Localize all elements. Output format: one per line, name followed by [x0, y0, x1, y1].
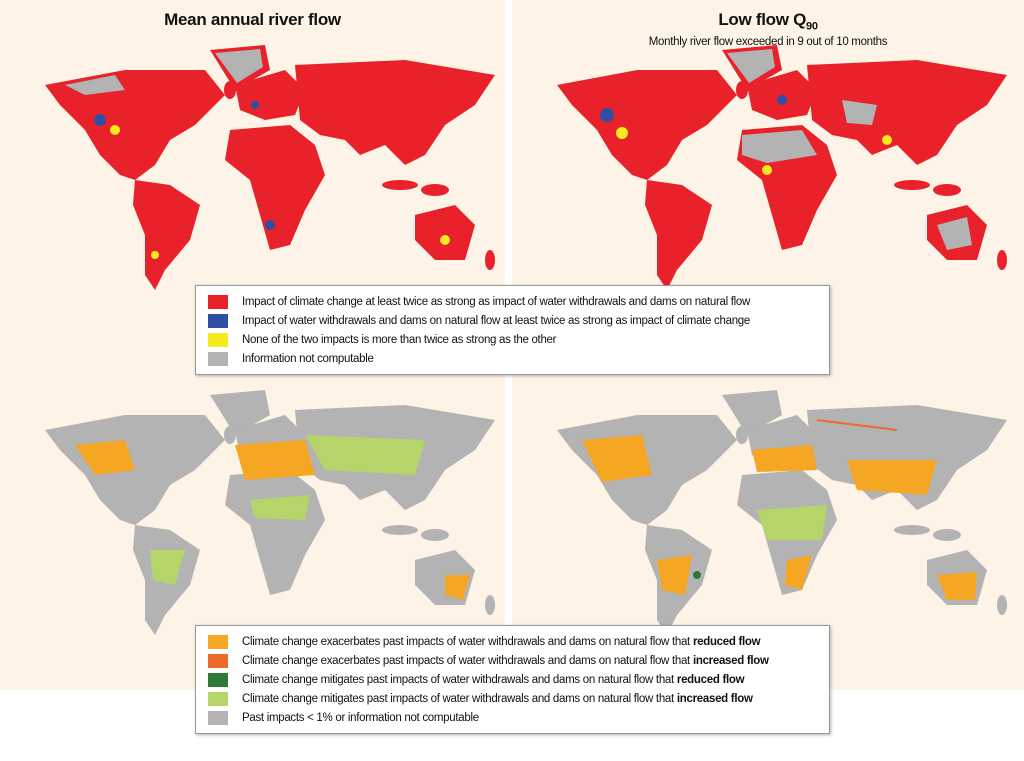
legend-item: Information not computable	[208, 349, 817, 368]
legend-item: Impact of climate change at least twice …	[208, 292, 817, 311]
legend-swatch	[208, 672, 228, 687]
map	[557, 390, 1007, 635]
panel-subtitle: Monthly river flow exceeded in 9 out of …	[648, 36, 888, 48]
legend-text: Climate change exacerbates past impacts …	[242, 635, 690, 648]
legend-swatch	[208, 313, 228, 328]
legend-swatch	[208, 294, 228, 309]
legend-swatch	[208, 332, 228, 347]
legend-bold: increased flow	[692, 654, 769, 667]
map	[557, 45, 1007, 290]
legend-swatch	[208, 634, 228, 649]
panel-title: Mean annual river flow	[164, 10, 341, 29]
legend-item: Climate change mitigates past impacts of…	[208, 670, 817, 689]
legend-bold: reduced flow	[676, 673, 745, 686]
title-subscript: 90	[806, 20, 818, 33]
legend-text: Past impacts < 1% or information not com…	[242, 711, 479, 724]
legend-text: Climate change exacerbates past impacts …	[242, 654, 690, 667]
legend-text: Information not computable	[242, 352, 374, 365]
legend-swatch	[208, 710, 228, 725]
legend-text: None of the two impacts is more than twi…	[242, 333, 557, 346]
legend-swatch	[208, 653, 228, 668]
panel-title: Low flow Q90	[512, 10, 1024, 32]
legend-bold: reduced flow	[692, 635, 761, 648]
legend-text: Climate change mitigates past impacts of…	[242, 673, 674, 686]
legend-text: Impact of water withdrawals and dams on …	[242, 314, 750, 327]
map	[45, 390, 495, 635]
legend-swatch	[208, 351, 228, 366]
legend-swatch	[208, 691, 228, 706]
legend-text: Impact of climate change at least twice …	[242, 295, 750, 308]
legend-item: Climate change exacerbates past impacts …	[208, 651, 817, 670]
legend-item: Climate change exacerbates past impacts …	[208, 632, 817, 651]
legend-item: Climate change mitigates past impacts of…	[208, 689, 817, 708]
legend: Impact of climate change at least twice …	[195, 285, 830, 375]
legend: Climate change exacerbates past impacts …	[195, 625, 830, 734]
legend-item: Impact of water withdrawals and dams on …	[208, 311, 817, 330]
legend-text: Climate change mitigates past impacts of…	[242, 692, 674, 705]
title-main: Low flow Q	[718, 10, 806, 29]
map	[45, 45, 495, 290]
legend-item: Past impacts < 1% or information not com…	[208, 708, 817, 727]
legend-bold: increased flow	[676, 692, 753, 705]
legend-item: None of the two impacts is more than twi…	[208, 330, 817, 349]
